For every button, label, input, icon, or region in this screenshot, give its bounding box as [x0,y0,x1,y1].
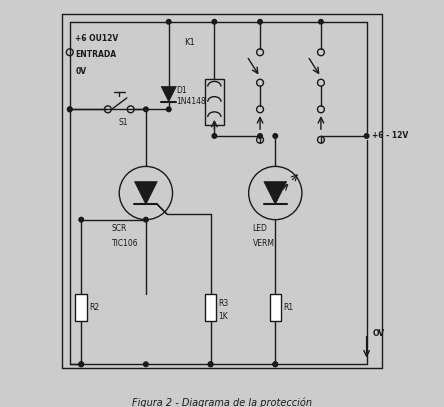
Text: +6 - 12V: +6 - 12V [373,131,408,140]
Circle shape [212,133,217,138]
Bar [75,294,87,321]
Circle shape [212,20,217,24]
Text: 0V: 0V [75,67,87,76]
Text: 1N4148: 1N4148 [176,97,206,106]
Text: R1: R1 [283,303,293,312]
Circle shape [79,362,83,367]
Polygon shape [264,182,287,204]
Circle shape [67,107,72,112]
Text: K1: K1 [184,37,195,47]
Circle shape [258,133,262,138]
Circle shape [166,20,171,24]
Text: Figura 2 - Diagrama de la protección: Figura 2 - Diagrama de la protección [132,397,312,407]
Polygon shape [161,87,176,102]
Text: S1: S1 [118,118,128,127]
Circle shape [208,362,213,367]
Text: VERM.: VERM. [253,239,277,248]
Circle shape [79,217,83,222]
Circle shape [208,362,213,367]
Text: +6 OU12V: +6 OU12V [75,35,119,44]
Circle shape [258,20,262,24]
Text: R3: R3 [218,299,229,308]
Text: LED: LED [253,224,267,233]
Circle shape [319,20,323,24]
Polygon shape [135,182,157,204]
Text: ENTRADA: ENTRADA [75,50,117,59]
Text: SCR: SCR [111,224,127,233]
Text: TIC106: TIC106 [111,239,138,248]
Text: OV: OV [373,329,385,338]
Circle shape [79,362,83,367]
Circle shape [166,107,171,112]
Circle shape [273,362,278,367]
Circle shape [273,133,278,138]
Bar [205,294,216,321]
Text: 1K: 1K [218,312,228,321]
Circle shape [143,217,148,222]
Bar [270,294,281,321]
Circle shape [143,107,148,112]
Circle shape [273,362,278,367]
Circle shape [143,362,148,367]
Circle shape [365,133,369,138]
Circle shape [67,107,72,112]
Text: D1: D1 [176,86,187,95]
Bar [205,79,224,125]
Text: R2: R2 [89,303,99,312]
